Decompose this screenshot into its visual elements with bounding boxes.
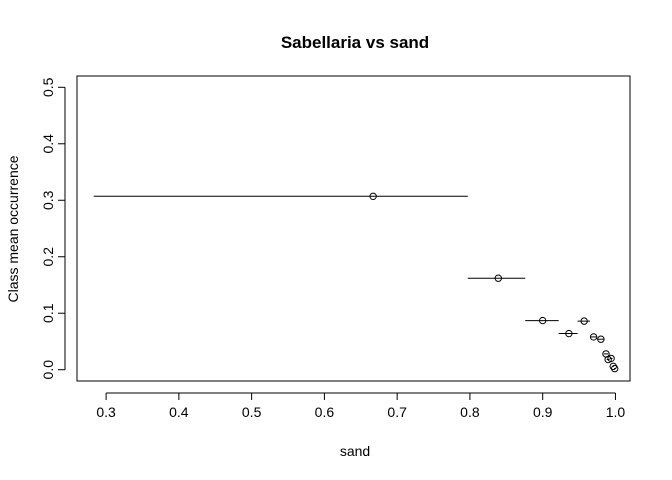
y-tick-label: 0.3 [40,190,56,210]
plot-frame [76,75,631,382]
data-point [580,317,588,325]
y-tick-label: 0.4 [40,134,56,154]
data-point [597,335,605,343]
x-tick-label: 0.8 [460,404,480,420]
data-point [494,274,502,282]
chart-title: Sabellaria vs sand [281,33,429,52]
data-marks [93,192,619,373]
data-point [369,192,377,201]
x-tick-label: 0.4 [169,404,189,420]
y-tick-label: 0.2 [40,247,56,267]
data-point [589,333,598,341]
y-tick-label: 0.5 [40,77,56,97]
x-tick-label: 0.5 [242,404,262,420]
y-tick-label: 0.0 [40,360,56,380]
x-tick-label: 0.9 [533,404,553,420]
x-axis: 0.3 0.4 0.5 0.6 0.7 0.8 0.9 1.0 [96,392,626,420]
y-axis-label: Class mean occurrence [5,155,21,302]
data-point [611,364,619,373]
x-tick-label: 1.0 [606,404,626,420]
y-axis: 0.0 0.1 0.2 0.3 0.4 0.5 [40,77,66,380]
x-tick-label: 0.7 [387,404,407,420]
data-point [565,329,573,338]
data-point [538,316,547,325]
x-tick-label: 0.3 [96,404,116,420]
data-point [607,354,615,363]
y-tick-label: 0.1 [40,303,56,323]
x-axis-label: sand [340,443,370,459]
x-tick-label: 0.6 [315,404,335,420]
